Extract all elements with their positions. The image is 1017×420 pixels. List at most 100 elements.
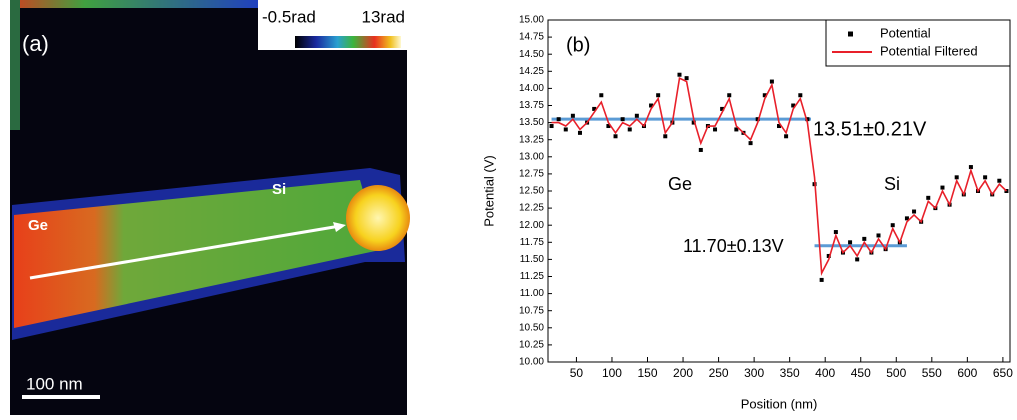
colorbar <box>295 36 401 48</box>
data-point <box>691 120 696 125</box>
data-point <box>656 93 661 98</box>
data-point <box>748 141 753 146</box>
annotation: Si <box>884 174 900 194</box>
y-tick-label: 13.00 <box>519 151 544 162</box>
data-point <box>784 134 789 139</box>
data-point <box>940 185 945 190</box>
x-tick-label: 50 <box>570 366 584 380</box>
region-label: Ge <box>28 217 48 234</box>
data-point <box>570 113 575 118</box>
data-point <box>634 113 639 118</box>
data-point <box>876 233 881 238</box>
image-artifact <box>10 0 260 8</box>
x-tick-label: 450 <box>851 366 871 380</box>
y-tick-label: 12.50 <box>519 186 544 197</box>
colorbar-max: 13rad <box>362 7 405 26</box>
data-point <box>904 216 909 221</box>
data-point <box>855 257 860 262</box>
x-tick-label: 300 <box>744 366 764 380</box>
data-point <box>599 93 604 98</box>
annotation: 13.51±0.21V <box>813 118 927 140</box>
data-point <box>620 117 625 122</box>
legend-marker <box>848 31 853 37</box>
data-point <box>833 230 838 235</box>
x-tick-label: 100 <box>602 366 622 380</box>
data-point <box>798 93 803 98</box>
data-point <box>606 124 611 129</box>
x-tick-label: 500 <box>886 366 906 380</box>
data-point <box>819 277 824 282</box>
data-point <box>983 175 988 180</box>
data-point <box>777 124 781 129</box>
data-point <box>769 79 774 84</box>
data-point <box>997 178 1002 183</box>
data-point <box>649 103 654 108</box>
data-point <box>890 223 895 228</box>
y-tick-label: 11.75 <box>520 237 545 248</box>
data-point <box>862 236 867 241</box>
data-point <box>727 93 732 98</box>
data-point <box>698 147 703 152</box>
data-point <box>762 93 767 98</box>
panel-label: (a) <box>22 31 49 56</box>
y-tick-label: 15.00 <box>519 15 544 26</box>
y-tick-label: 14.75 <box>519 32 544 43</box>
data-line <box>551 76 1008 276</box>
annotation: Ge <box>668 174 692 194</box>
panel-label: (b) <box>566 34 590 56</box>
data-point <box>926 195 931 200</box>
y-tick-label: 13.50 <box>519 117 544 128</box>
nanowire <box>14 180 380 328</box>
data-point <box>713 127 718 132</box>
y-tick-label: 10.75 <box>519 305 544 316</box>
x-tick-label: 600 <box>957 366 977 380</box>
region-label: Si <box>272 181 286 198</box>
image-artifact <box>10 0 20 130</box>
si-tip <box>346 185 410 251</box>
y-tick-label: 13.25 <box>519 134 544 145</box>
y-tick-label: 14.00 <box>519 83 544 94</box>
data-point <box>684 76 689 81</box>
data-point <box>577 130 582 135</box>
legend-box <box>825 19 1011 67</box>
data-point <box>734 127 739 132</box>
y-tick-label: 14.50 <box>519 49 544 60</box>
x-axis-label: Position (nm) <box>741 396 818 411</box>
data-point <box>848 240 853 245</box>
colorbar-min: -0.5rad <box>262 7 316 26</box>
y-axis-label: Potential (V) <box>481 155 496 227</box>
y-tick-label: 14.25 <box>519 66 544 77</box>
data-point <box>791 103 796 108</box>
data-point <box>563 127 568 132</box>
scale-bar <box>22 395 100 399</box>
data-point <box>954 175 959 180</box>
data-point <box>755 117 760 122</box>
data-point <box>912 209 917 214</box>
data-point <box>826 253 831 258</box>
image-panel: -0.5rad 13rad (a) Ge Si 100 nm <box>10 0 410 415</box>
y-tick-label: 12.25 <box>519 203 544 214</box>
data-point <box>592 106 597 111</box>
arrow <box>29 224 341 280</box>
y-tick-label: 11.50 <box>520 254 545 265</box>
x-tick-label: 150 <box>637 366 657 380</box>
data-point <box>677 72 682 77</box>
data-point <box>549 124 554 129</box>
y-tick-label: 11.25 <box>520 271 545 282</box>
data-point <box>556 117 561 122</box>
y-tick-label: 12.75 <box>519 169 544 180</box>
y-tick-label: 12.00 <box>519 220 544 231</box>
x-tick-label: 200 <box>673 366 693 380</box>
x-tick-label: 650 <box>993 366 1013 380</box>
y-tick-label: 10.50 <box>519 322 544 333</box>
scale-bar-label: 100 nm <box>26 374 83 393</box>
y-tick-label: 11.00 <box>520 288 545 299</box>
y-tick-label: 13.75 <box>519 100 544 111</box>
legend-label: Potential Filtered <box>880 43 978 58</box>
y-tick-label: 10.25 <box>519 340 544 351</box>
data-point <box>627 127 632 132</box>
data-point <box>720 106 725 111</box>
x-tick-label: 250 <box>709 366 729 380</box>
